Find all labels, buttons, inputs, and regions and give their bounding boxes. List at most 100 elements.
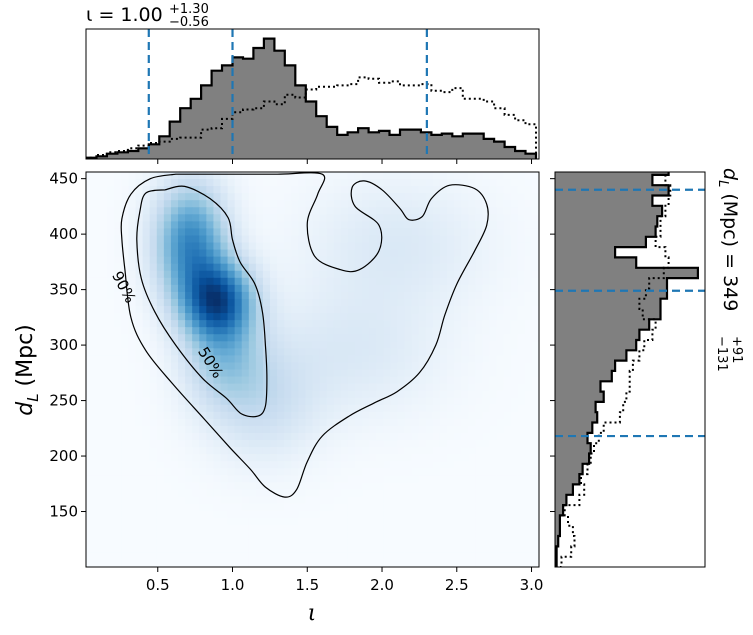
heatmap-cell: [482, 270, 491, 279]
heatmap-cell: [326, 270, 335, 279]
heatmap-cell: [142, 298, 151, 307]
heatmap-cell: [262, 341, 271, 349]
heatmap-cell: [482, 461, 491, 469]
heatmap-cell: [503, 447, 512, 455]
heatmap-cell: [503, 320, 512, 328]
heatmap-cell: [517, 249, 526, 258]
heatmap-cell: [227, 411, 236, 420]
heatmap-cell: [347, 510, 356, 519]
heatmap-cell: [213, 284, 222, 293]
heatmap-cell: [411, 376, 420, 385]
heatmap-cell: [135, 559, 144, 567]
heatmap-cell: [270, 284, 278, 293]
heatmap-cell: [503, 228, 512, 237]
heatmap-cell: [100, 207, 108, 215]
heatmap-cell: [482, 411, 491, 420]
heatmap-cell: [411, 214, 420, 222]
heatmap-cell: [439, 186, 448, 194]
heatmap-cell: [305, 270, 314, 279]
heatmap-cell: [383, 454, 391, 462]
heatmap-cell: [510, 284, 519, 293]
heatmap-cell: [468, 369, 476, 378]
heatmap-cell: [234, 531, 243, 540]
heatmap-cell: [298, 468, 307, 476]
heatmap-cell: [517, 559, 526, 567]
heatmap-cell: [333, 348, 342, 356]
heatmap-cell: [404, 468, 413, 476]
heatmap-cell: [432, 228, 441, 237]
heatmap-cell: [369, 411, 377, 420]
heatmap-cell: [312, 418, 321, 427]
heatmap-cell: [135, 172, 144, 180]
heatmap-cell: [170, 552, 179, 561]
heatmap-cell: [284, 306, 292, 314]
heatmap-cell: [199, 228, 207, 237]
heatmap-cell: [262, 454, 271, 462]
heatmap-cell: [220, 362, 229, 371]
heatmap-cell: [362, 186, 370, 194]
heatmap-cell: [149, 277, 158, 286]
heatmap-cell: [326, 503, 335, 512]
heatmap-cell: [404, 390, 413, 399]
heatmap-cell: [291, 320, 299, 328]
heatmap-cell: [163, 538, 172, 547]
heatmap-cell: [298, 179, 307, 187]
heatmap-cell: [432, 447, 441, 455]
heatmap-cell: [305, 284, 314, 293]
heatmap-cell: [255, 489, 264, 498]
heatmap-cell: [142, 249, 151, 258]
heatmap-cell: [135, 362, 144, 371]
heatmap-cell: [326, 334, 335, 342]
heatmap-cell: [170, 440, 179, 448]
heatmap-cell: [234, 482, 243, 491]
heatmap-cell: [425, 284, 434, 293]
heatmap-cell: [333, 369, 342, 378]
heatmap-cell: [241, 214, 250, 222]
heatmap-cell: [418, 489, 427, 498]
heatmap-cell: [192, 475, 200, 483]
joint-panel: 90%50% 0.5 1.0 1.5 2.0 2.5 3.0 15020025030035…: [13, 159, 543, 626]
heatmap-cell: [524, 200, 533, 208]
heatmap-cell: [199, 531, 207, 540]
heatmap-cell: [397, 404, 406, 413]
heatmap-cell: [234, 256, 243, 265]
heatmap-cell: [340, 447, 349, 455]
heatmap-cell: [227, 221, 236, 230]
heatmap-cell: [107, 291, 115, 300]
heatmap-cell: [439, 179, 448, 187]
heatmap-cell: [241, 355, 250, 364]
heatmap-cell: [128, 461, 137, 469]
heatmap-cell: [425, 369, 434, 378]
heatmap-cell: [121, 369, 130, 378]
heatmap-cell: [425, 235, 434, 244]
heatmap-cell: [319, 348, 328, 356]
heatmap-cell: [468, 503, 476, 512]
heatmap-cell: [121, 461, 130, 469]
heatmap-cell: [241, 432, 250, 441]
heatmap-cell: [411, 404, 420, 413]
heatmap-cell: [248, 454, 257, 462]
heatmap-cell: [404, 362, 413, 371]
heatmap-cell: [439, 362, 448, 371]
heatmap-cell: [411, 207, 420, 215]
heatmap-cell: [107, 369, 115, 378]
heatmap-cell: [354, 277, 363, 286]
heatmap-cell: [503, 341, 512, 349]
heatmap-cell: [425, 256, 434, 265]
heatmap-cell: [531, 376, 539, 385]
heatmap-cell: [475, 376, 483, 385]
heatmap-cell: [425, 277, 434, 286]
heatmap-cell: [439, 277, 448, 286]
heatmap-cell: [298, 418, 307, 427]
heatmap-cell: [432, 425, 441, 434]
heatmap-cell: [531, 425, 539, 434]
heatmap-cell: [418, 411, 427, 420]
heatmap-cell: [347, 447, 356, 455]
heatmap-cell: [496, 172, 505, 180]
heatmap-cell: [156, 559, 165, 567]
heatmap-cell: [362, 397, 370, 406]
heatmap-cell: [439, 193, 448, 201]
top-hist-prior: [86, 76, 537, 159]
heatmap-cell: [390, 397, 399, 406]
heatmap-cell: [291, 538, 299, 547]
